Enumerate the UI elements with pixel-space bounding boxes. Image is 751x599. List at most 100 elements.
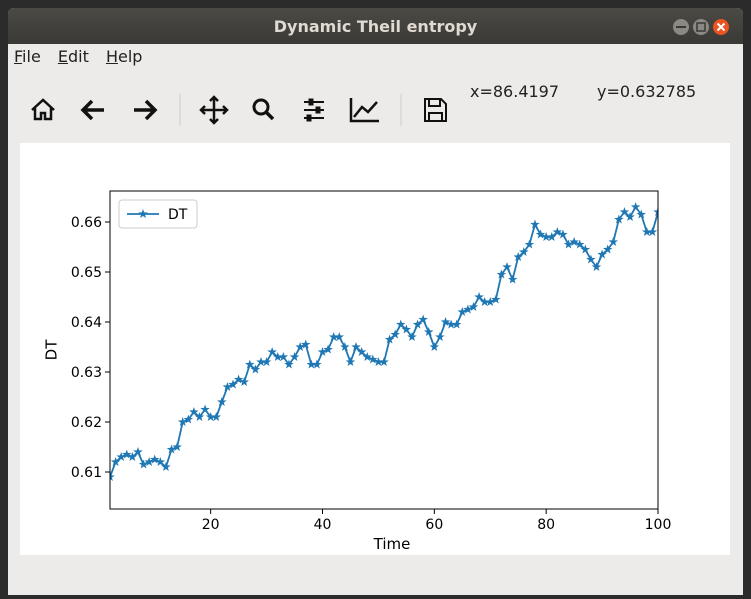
chart: Time DT 20 40 60 80 100 0.61 0.62 0.63 0.64 0.65 0… — [20, 143, 730, 555]
y-tick-label: 0.61 — [71, 465, 102, 481]
data-point — [295, 342, 305, 352]
legend-marker — [138, 209, 148, 219]
data-point — [614, 214, 624, 224]
data-point — [155, 457, 166, 467]
maximize-button[interactable] — [693, 19, 709, 35]
data-point — [328, 332, 339, 342]
data-point — [228, 379, 238, 389]
x-axis-label: Time — [373, 535, 411, 553]
data-point — [194, 412, 205, 422]
menu-item[interactable]: Edit — [57, 47, 89, 66]
x-tick-label: 20 — [202, 517, 220, 533]
data-point — [530, 219, 540, 229]
data-point — [435, 332, 445, 342]
data-point — [373, 357, 384, 367]
data-point — [356, 347, 367, 357]
menu-item[interactable]: File — [14, 47, 41, 66]
menu-bar: File Edit Help — [8, 44, 743, 70]
data-point — [116, 452, 126, 462]
data-point — [412, 319, 423, 329]
data-point — [122, 449, 132, 459]
data-point — [491, 294, 501, 304]
data-point — [306, 359, 317, 369]
data-point — [278, 352, 289, 362]
data-point — [267, 347, 277, 357]
data-point — [300, 339, 311, 349]
data-point — [625, 212, 635, 222]
x-readout: x=86.4197 — [470, 82, 560, 101]
icon — [716, 22, 726, 32]
data-point — [183, 414, 194, 424]
data-point — [502, 262, 512, 272]
data-point — [289, 352, 300, 362]
data-point — [463, 304, 473, 314]
data-point — [647, 227, 658, 237]
pan-button[interactable] — [199, 95, 229, 125]
data-point — [519, 247, 529, 257]
data-point — [586, 254, 596, 264]
y-tick-label: 0.66 — [71, 215, 102, 231]
back-button[interactable] — [80, 99, 104, 121]
y-tick-label: 0.65 — [71, 265, 102, 281]
window-title: Dynamic Theil entropy — [273, 17, 478, 36]
data-point — [440, 317, 451, 327]
data-point — [642, 227, 652, 237]
data-point — [423, 327, 434, 337]
data-point — [602, 244, 613, 254]
data-point — [591, 262, 602, 272]
data-point — [127, 452, 138, 462]
window: Dynamic Theil entropy File Edit Help — [8, 8, 743, 595]
data-point — [133, 447, 143, 457]
data-point — [245, 359, 255, 369]
data-point — [507, 274, 518, 284]
x-tick-label: 60 — [425, 517, 443, 533]
save-button[interactable] — [424, 98, 447, 122]
data-point — [384, 334, 395, 344]
data-point — [233, 374, 244, 384]
data-point — [619, 207, 630, 217]
data-point — [496, 269, 507, 279]
data-point — [200, 404, 210, 414]
data-point — [334, 332, 345, 342]
window-buttons — [673, 19, 729, 35]
data-point — [396, 319, 406, 329]
data-point — [273, 352, 283, 362]
data-point — [239, 377, 249, 387]
data-point — [474, 292, 484, 302]
x-tick-label: 40 — [314, 517, 332, 533]
data-point — [110, 457, 121, 467]
data-point — [323, 344, 333, 354]
data-point — [149, 454, 160, 464]
zoom-button[interactable] — [252, 98, 270, 116]
menu-item[interactable]: Help — [105, 47, 143, 66]
edit-axes-button[interactable] — [349, 98, 379, 123]
data-point — [138, 459, 149, 469]
data-point — [535, 229, 546, 239]
y-tick-label: 0.64 — [71, 315, 102, 331]
data-point — [653, 207, 658, 217]
data-point — [379, 357, 389, 367]
data-point — [429, 342, 440, 352]
icon — [264, 110, 275, 121]
data-point — [261, 357, 272, 367]
home-button[interactable] — [31, 98, 55, 121]
data-point — [368, 354, 378, 364]
data-point — [513, 252, 523, 262]
icon — [696, 22, 706, 32]
forward-button[interactable] — [134, 99, 158, 121]
data-point — [172, 442, 182, 452]
data-point — [284, 359, 294, 369]
data-point — [340, 342, 350, 352]
data-point — [563, 239, 574, 249]
data-point — [211, 412, 221, 422]
data-point — [597, 249, 607, 259]
y-tick-label: 0.62 — [71, 415, 102, 431]
toolbar-icons — [31, 94, 447, 126]
data-point — [451, 319, 462, 329]
y-tick-label: 0.63 — [71, 365, 102, 381]
data-point — [468, 302, 479, 312]
icon — [676, 26, 686, 28]
data-point — [401, 324, 412, 334]
data-point — [250, 364, 261, 374]
